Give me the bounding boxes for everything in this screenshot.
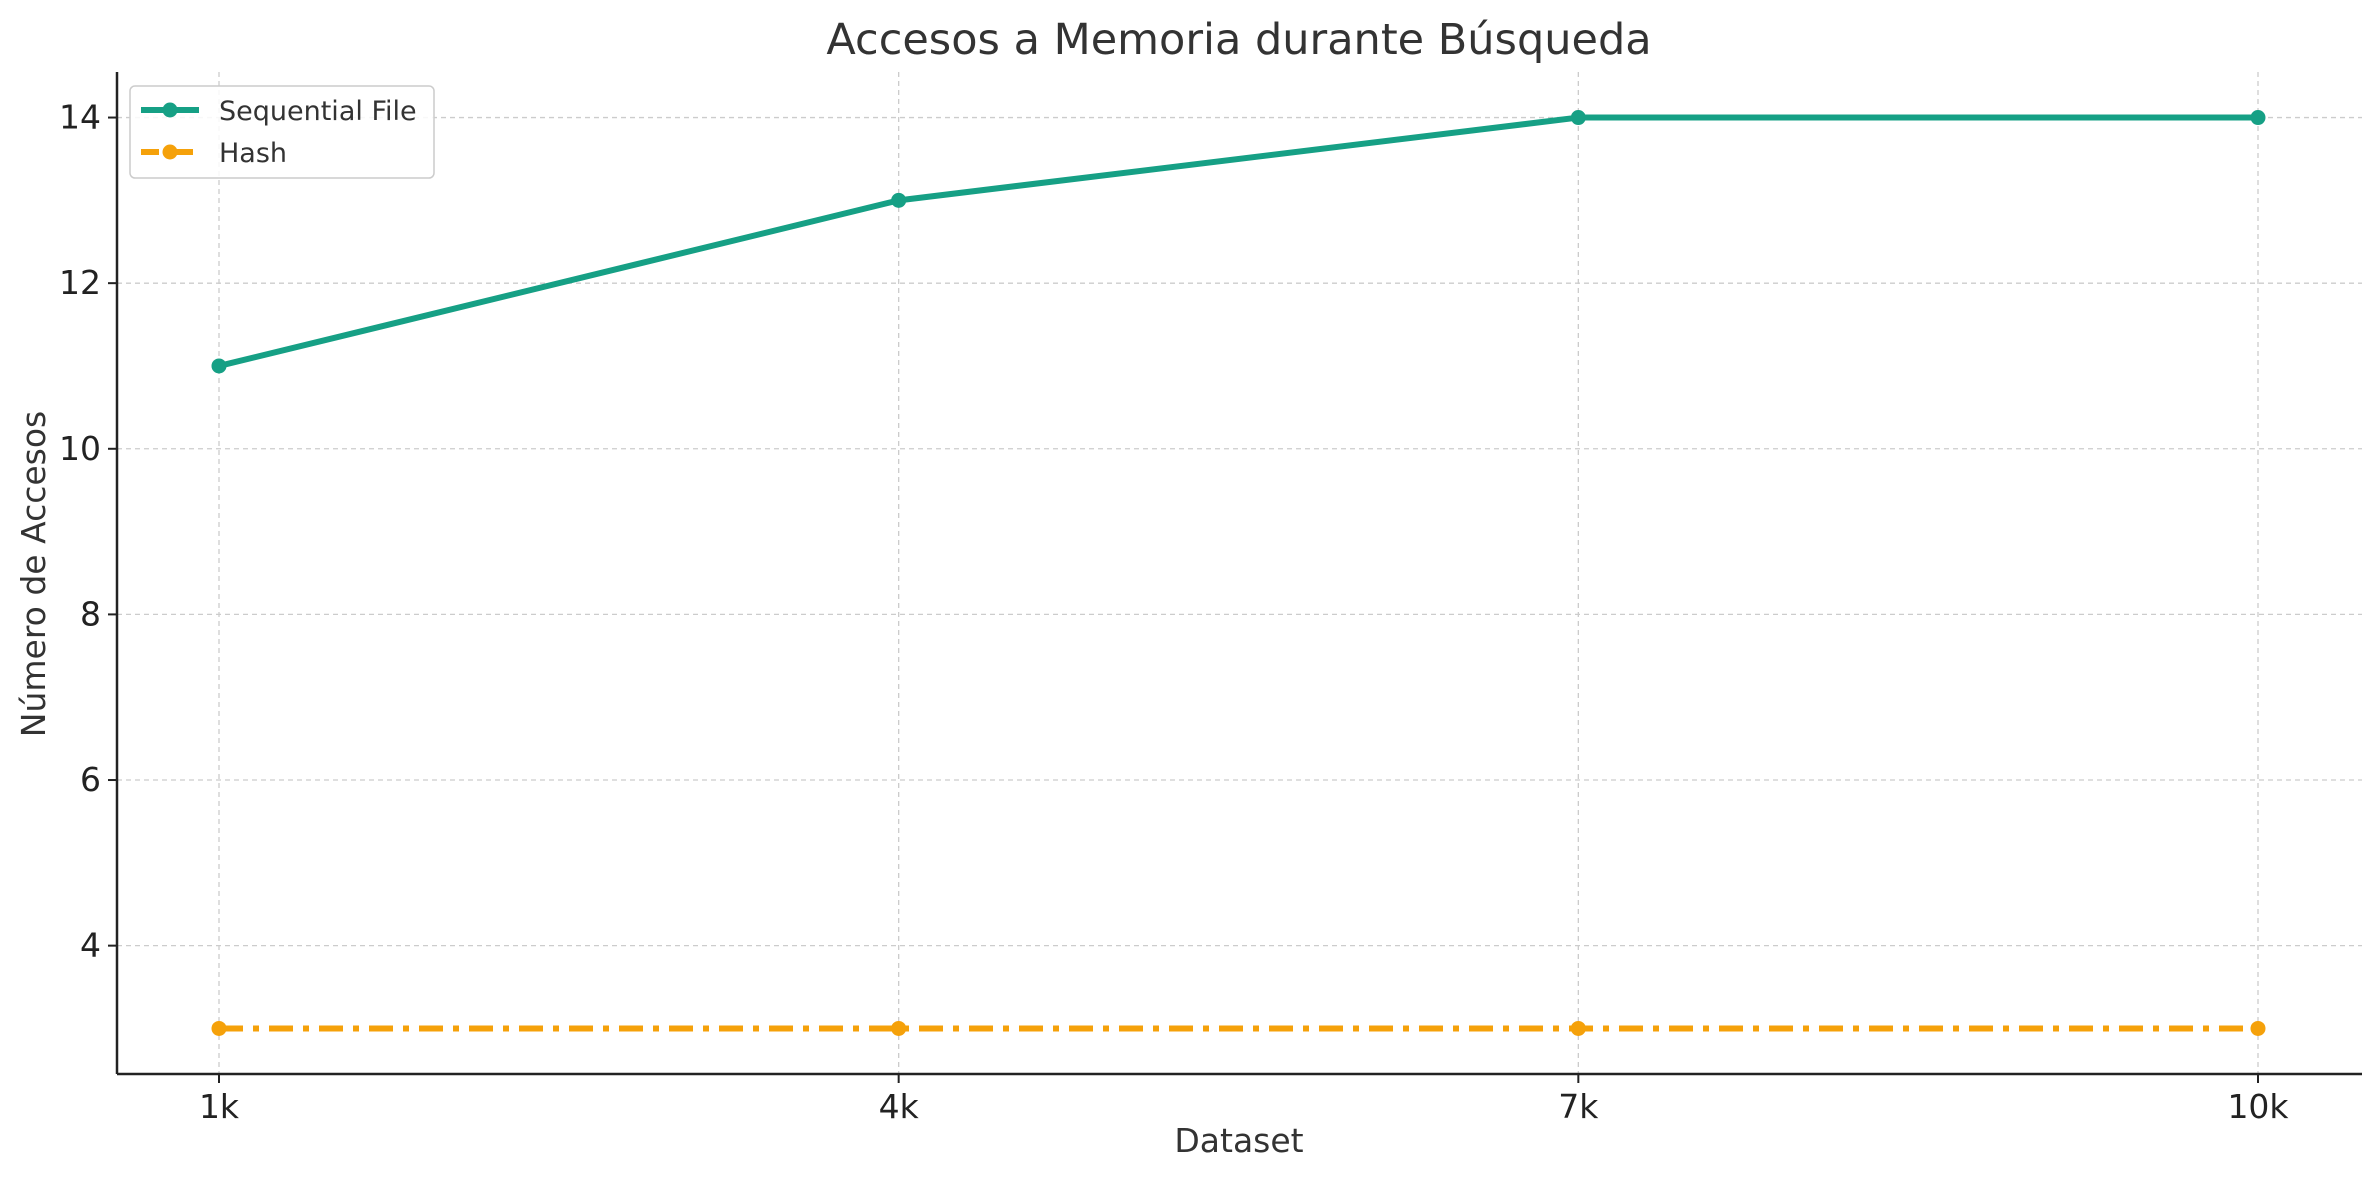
y-tick-label: 6 [80,760,101,799]
y-tick-label: 12 [59,263,101,302]
series-2 [211,1020,2266,1036]
data-point [891,1020,907,1036]
data-point [211,1020,227,1036]
legend-label: Sequential File [219,96,417,127]
y-tick-label: 10 [59,429,101,468]
grid [117,72,2362,1074]
y-tick-label: 4 [80,926,101,965]
x-tick-label: 7k [1558,1087,1599,1126]
legend-swatch-marker [162,102,178,118]
chart-title: Accesos a Memoria durante Búsqueda [826,15,1651,65]
y-axis-label: Número de Accesos [14,411,53,737]
x-axis-label: Dataset [1174,1121,1303,1160]
data-point [2250,110,2266,126]
data-point [1570,1020,1586,1036]
legend: Sequential File Hash [129,85,435,179]
data-point [891,192,907,208]
series-1 [211,110,2266,374]
legend-swatch-marker [162,144,178,160]
ticks: 1k 4k 7k 10k 4 6 8 10 12 14 [59,98,2289,1126]
data-point [211,358,227,374]
y-tick-label: 14 [59,98,101,137]
series-line [218,114,2258,369]
data-point [2250,1020,2266,1036]
legend-item: Sequential File [141,96,417,127]
data-point [1570,110,1586,126]
legend-item: Hash [141,138,287,169]
x-tick-label: 10k [2227,1087,2289,1126]
x-tick-label: 4k [879,1087,920,1126]
legend-box [129,85,435,179]
series-layer [211,110,2266,1036]
legend-label: Hash [219,138,287,169]
y-tick-label: 8 [80,594,101,633]
x-tick-label: 1k [199,1087,240,1126]
